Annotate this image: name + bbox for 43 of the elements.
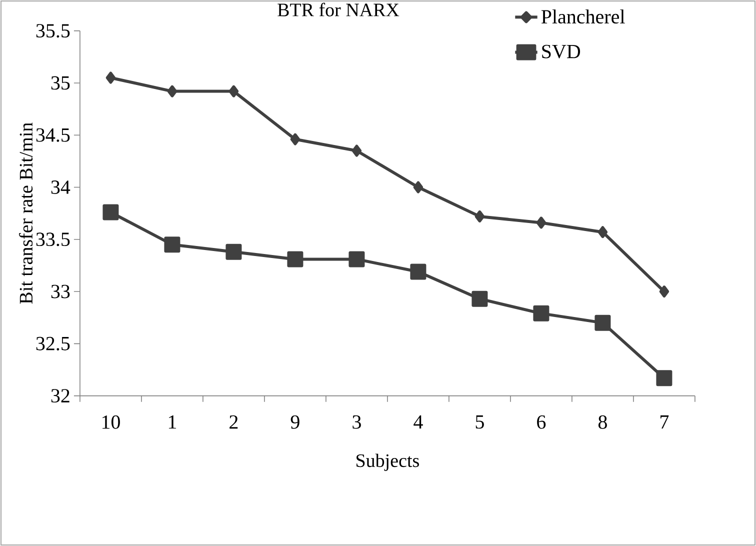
point (106, 72, 116, 84)
point (659, 286, 670, 298)
x-tick-label: 6 (537, 415, 546, 429)
x-tick-label: 9 (290, 415, 300, 429)
point (228, 85, 239, 98)
x-tick-label: 4 (414, 415, 423, 429)
chart-title: BTR for NARX (278, 2, 400, 16)
y-tick-label: 35 (51, 76, 70, 90)
legend-label: SVD (542, 44, 580, 58)
x-tick-label: 8 (598, 415, 607, 429)
x-tick-label: 1 (168, 415, 176, 429)
point (472, 290, 488, 307)
x-tick-label: 2 (230, 415, 238, 429)
point (474, 210, 485, 222)
point (410, 264, 426, 280)
y-tick-label: 34.5 (36, 128, 70, 142)
point (102, 204, 119, 220)
point (413, 181, 424, 194)
legend-label: Plancherel (541, 9, 625, 24)
point (290, 133, 300, 146)
y-axis-title: Bit transfer rate Bit/min (18, 122, 33, 304)
y-tick-label: 33 (51, 284, 70, 298)
x-tick-label: 3 (352, 415, 361, 429)
point (656, 370, 672, 386)
x-tick-label: 5 (476, 415, 484, 429)
point (287, 251, 304, 268)
y-tick-label: 33.5 (36, 232, 70, 246)
x-tick-label: 7 (660, 415, 669, 428)
point (348, 251, 365, 268)
point (352, 144, 362, 157)
y-tick-label: 35.5 (36, 24, 70, 38)
point (533, 305, 550, 322)
y-tick-label: 32 (51, 389, 70, 403)
y-tick-label: 34 (51, 180, 70, 194)
x-tick-label: 10 (102, 415, 120, 429)
point (167, 85, 178, 98)
point (164, 236, 180, 253)
point (226, 244, 242, 260)
y-tick-label: 32.5 (36, 336, 70, 350)
point (594, 314, 611, 331)
x-axis-title: Subjects (356, 454, 419, 471)
point (536, 216, 546, 229)
point (598, 226, 608, 238)
